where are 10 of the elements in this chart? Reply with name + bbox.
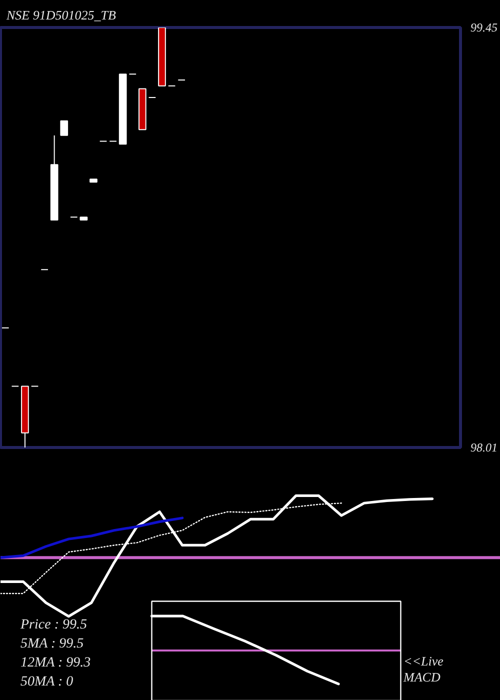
text: 5MA : 99.5	[20, 636, 84, 652]
chart-title: NSE 91D501025_TB	[6, 8, 116, 22]
text: MACD	[402, 670, 441, 684]
y-tick-label: 99.45	[470, 20, 498, 34]
text: 12MA : 99.3	[20, 656, 91, 670]
y-tick-label: 98.01	[470, 440, 498, 454]
text: <<Live	[404, 654, 444, 668]
text: Price : 99.5	[20, 618, 87, 632]
candlestick	[60, 120, 68, 136]
text: 50MA : 0	[20, 674, 74, 690]
